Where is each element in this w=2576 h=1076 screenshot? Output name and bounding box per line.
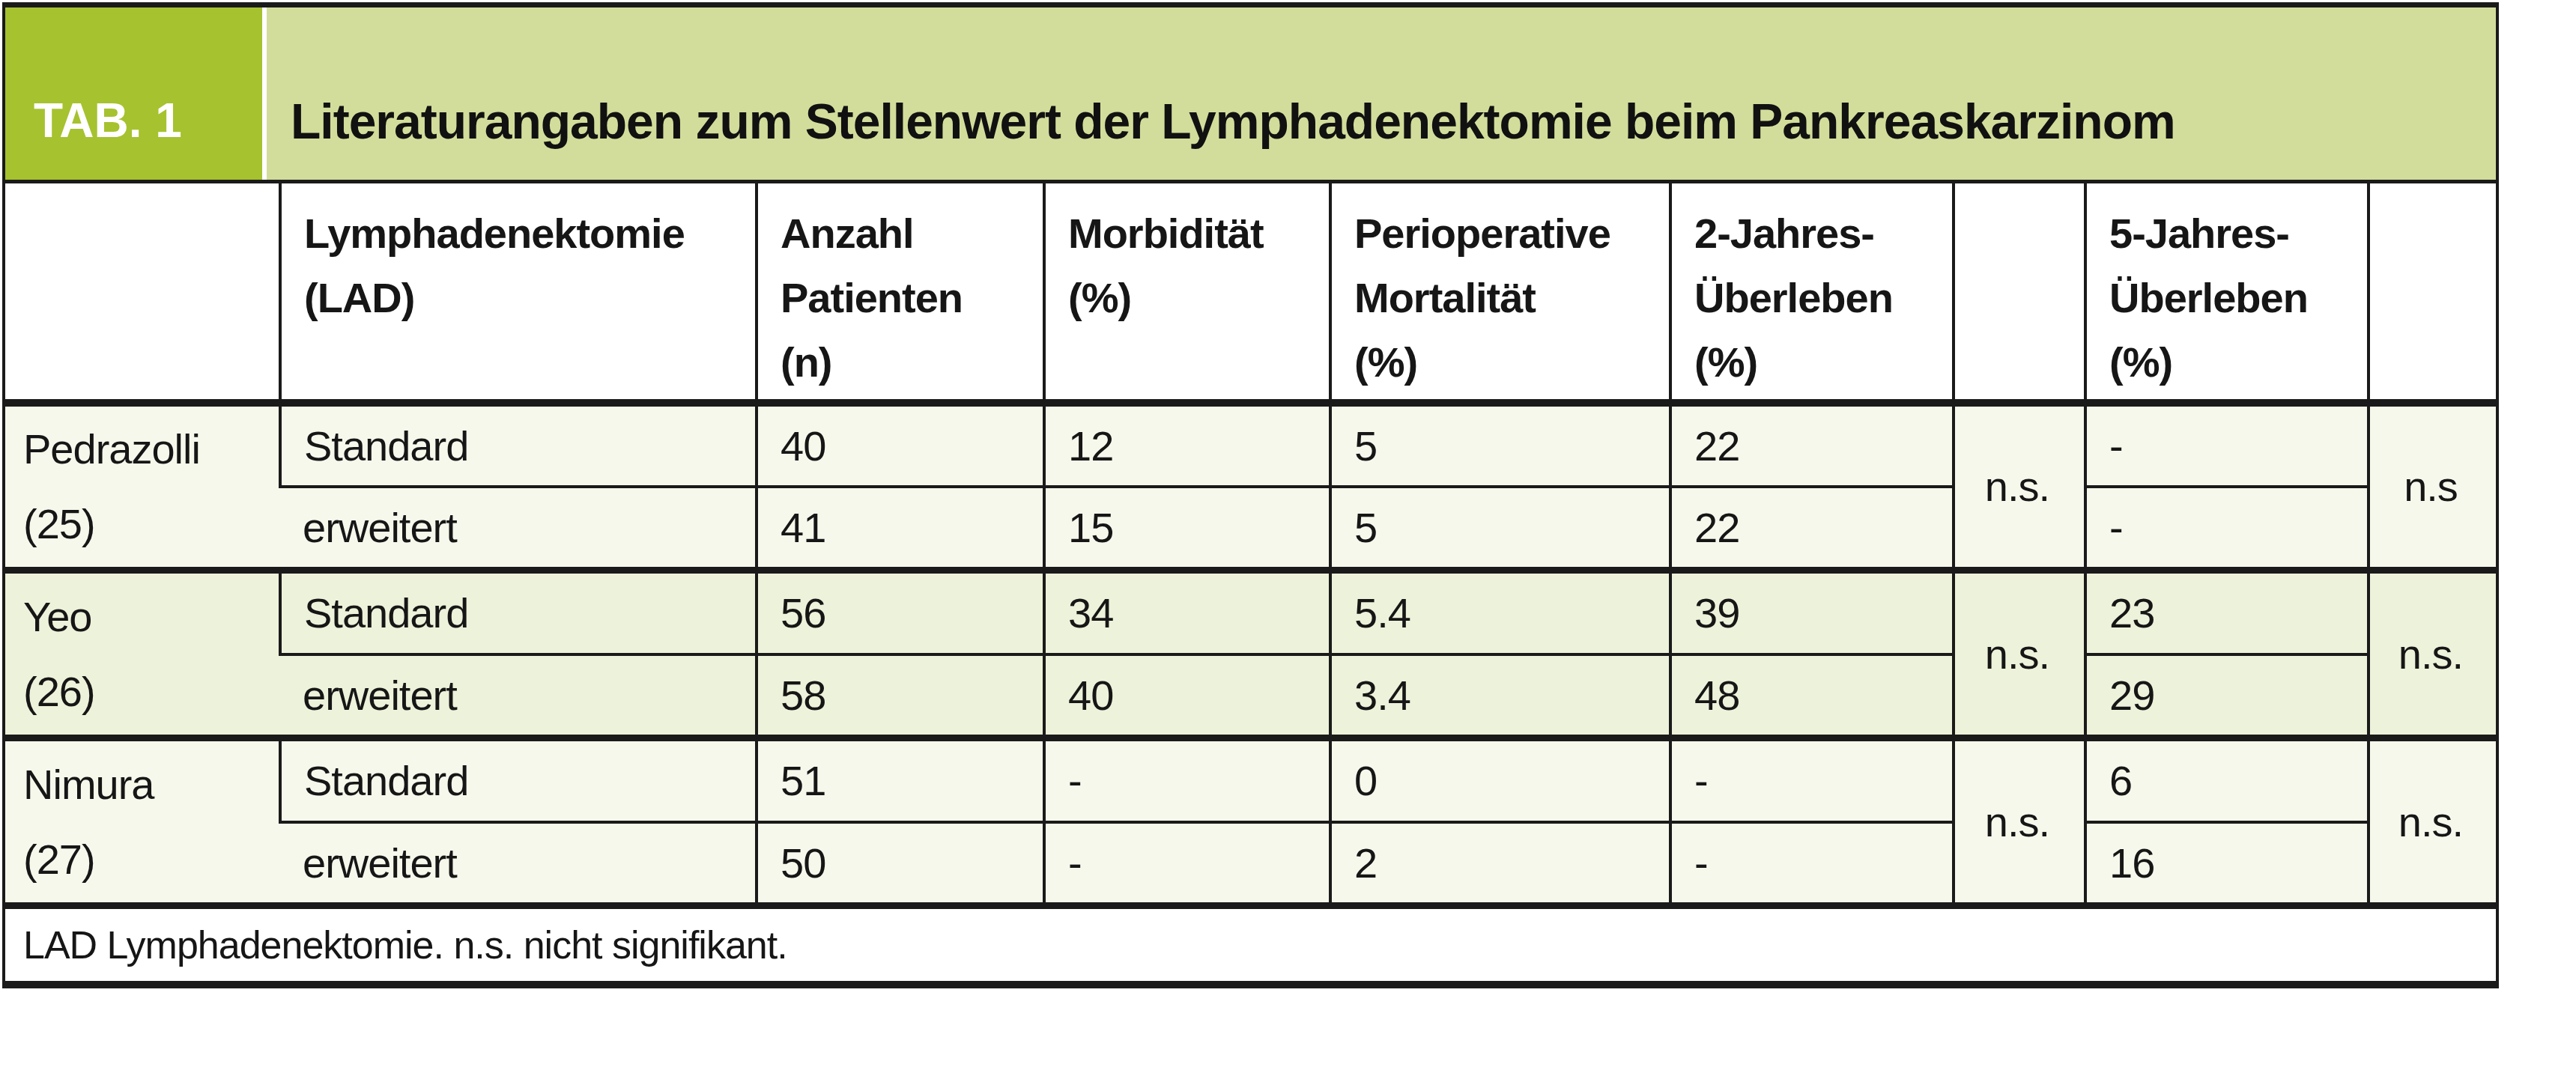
table-row: Nimura (27) Standard 51 - 0 - n.s. 6 n.s… xyxy=(5,738,2496,822)
column-header-2y-significance xyxy=(1954,182,2085,403)
table-row: erweitert 50 - 2 - 16 xyxy=(5,822,2496,906)
lad-cell: Standard xyxy=(280,403,757,487)
survival-5y-cell: 29 xyxy=(2085,654,2369,738)
morbidity-cell: - xyxy=(1044,738,1330,822)
column-header-5y-significance xyxy=(2369,182,2496,403)
survival-2y-cell: - xyxy=(1670,738,1954,822)
patients-cell: 50 xyxy=(757,822,1044,906)
column-header-study xyxy=(5,182,280,403)
table-row: erweitert 58 40 3.4 48 29 xyxy=(5,654,2496,738)
mortality-cell: 3.4 xyxy=(1330,654,1670,738)
patients-cell: 58 xyxy=(757,654,1044,738)
survival-2y-cell: 39 xyxy=(1670,571,1954,654)
column-header-lad: Lymphadenektomie (LAD) xyxy=(280,182,757,403)
table-title: Literaturangaben zum Stellenwert der Lym… xyxy=(267,7,2496,180)
morbidity-cell: 12 xyxy=(1044,403,1330,487)
morbidity-cell: 15 xyxy=(1044,487,1330,571)
survival-5y-cell: 6 xyxy=(2085,738,2369,822)
survival-5y-cell: - xyxy=(2085,487,2369,571)
study-cell: Pedrazolli (25) xyxy=(5,403,280,571)
lad-cell: erweitert xyxy=(280,487,757,571)
column-header-2y-survival: 2-Jahres- Überleben (%) xyxy=(1670,182,1954,403)
mortality-cell: 5.4 xyxy=(1330,571,1670,654)
table-title-bar: TAB. 1 Literaturangaben zum Stellenwert … xyxy=(5,7,2496,180)
survival-2y-cell: - xyxy=(1670,822,1954,906)
patients-cell: 41 xyxy=(757,487,1044,571)
survival-2y-cell: 48 xyxy=(1670,654,1954,738)
mortality-cell: 2 xyxy=(1330,822,1670,906)
survival-5y-cell: 23 xyxy=(2085,571,2369,654)
table-row: erweitert 41 15 5 22 - xyxy=(5,487,2496,571)
significance-2y-cell: n.s. xyxy=(1954,403,2085,571)
survival-5y-cell: 16 xyxy=(2085,822,2369,906)
table-row: Yeo (26) Standard 56 34 5.4 39 n.s. 23 n… xyxy=(5,571,2496,654)
morbidity-cell: 40 xyxy=(1044,654,1330,738)
morbidity-cell: 34 xyxy=(1044,571,1330,654)
survival-2y-cell: 22 xyxy=(1670,487,1954,571)
header-row: Lymphadenektomie (LAD) Anzahl Patienten … xyxy=(5,182,2496,403)
lad-cell: erweitert xyxy=(280,822,757,906)
mortality-cell: 0 xyxy=(1330,738,1670,822)
significance-2y-cell: n.s. xyxy=(1954,738,2085,906)
lad-cell: erweitert xyxy=(280,654,757,738)
column-header-patients: Anzahl Patienten (n) xyxy=(757,182,1044,403)
significance-5y-cell: n.s xyxy=(2369,403,2496,571)
footnote-text: LAD Lymphadenektomie. n.s. nicht signifi… xyxy=(5,906,2496,981)
mortality-cell: 5 xyxy=(1330,403,1670,487)
column-header-mortality: Perioperative Mortalität (%) xyxy=(1330,182,1670,403)
patients-cell: 51 xyxy=(757,738,1044,822)
survival-5y-cell: - xyxy=(2085,403,2369,487)
table-number-badge: TAB. 1 xyxy=(5,7,262,180)
column-header-morbidity: Morbidität (%) xyxy=(1044,182,1330,403)
significance-5y-cell: n.s. xyxy=(2369,571,2496,738)
survival-2y-cell: 22 xyxy=(1670,403,1954,487)
column-header-5y-survival: 5-Jahres- Überleben (%) xyxy=(2085,182,2369,403)
footnote-row: LAD Lymphadenektomie. n.s. nicht signifi… xyxy=(5,906,2496,981)
significance-2y-cell: n.s. xyxy=(1954,571,2085,738)
literature-table: Lymphadenektomie (LAD) Anzahl Patienten … xyxy=(5,180,2496,981)
patients-cell: 56 xyxy=(757,571,1044,654)
morbidity-cell: - xyxy=(1044,822,1330,906)
significance-5y-cell: n.s. xyxy=(2369,738,2496,906)
literature-table-container: TAB. 1 Literaturangaben zum Stellenwert … xyxy=(2,2,2499,988)
mortality-cell: 5 xyxy=(1330,487,1670,571)
study-cell: Nimura (27) xyxy=(5,738,280,906)
study-cell: Yeo (26) xyxy=(5,571,280,738)
lad-cell: Standard xyxy=(280,571,757,654)
patients-cell: 40 xyxy=(757,403,1044,487)
lad-cell: Standard xyxy=(280,738,757,822)
table-row: Pedrazolli (25) Standard 40 12 5 22 n.s.… xyxy=(5,403,2496,487)
